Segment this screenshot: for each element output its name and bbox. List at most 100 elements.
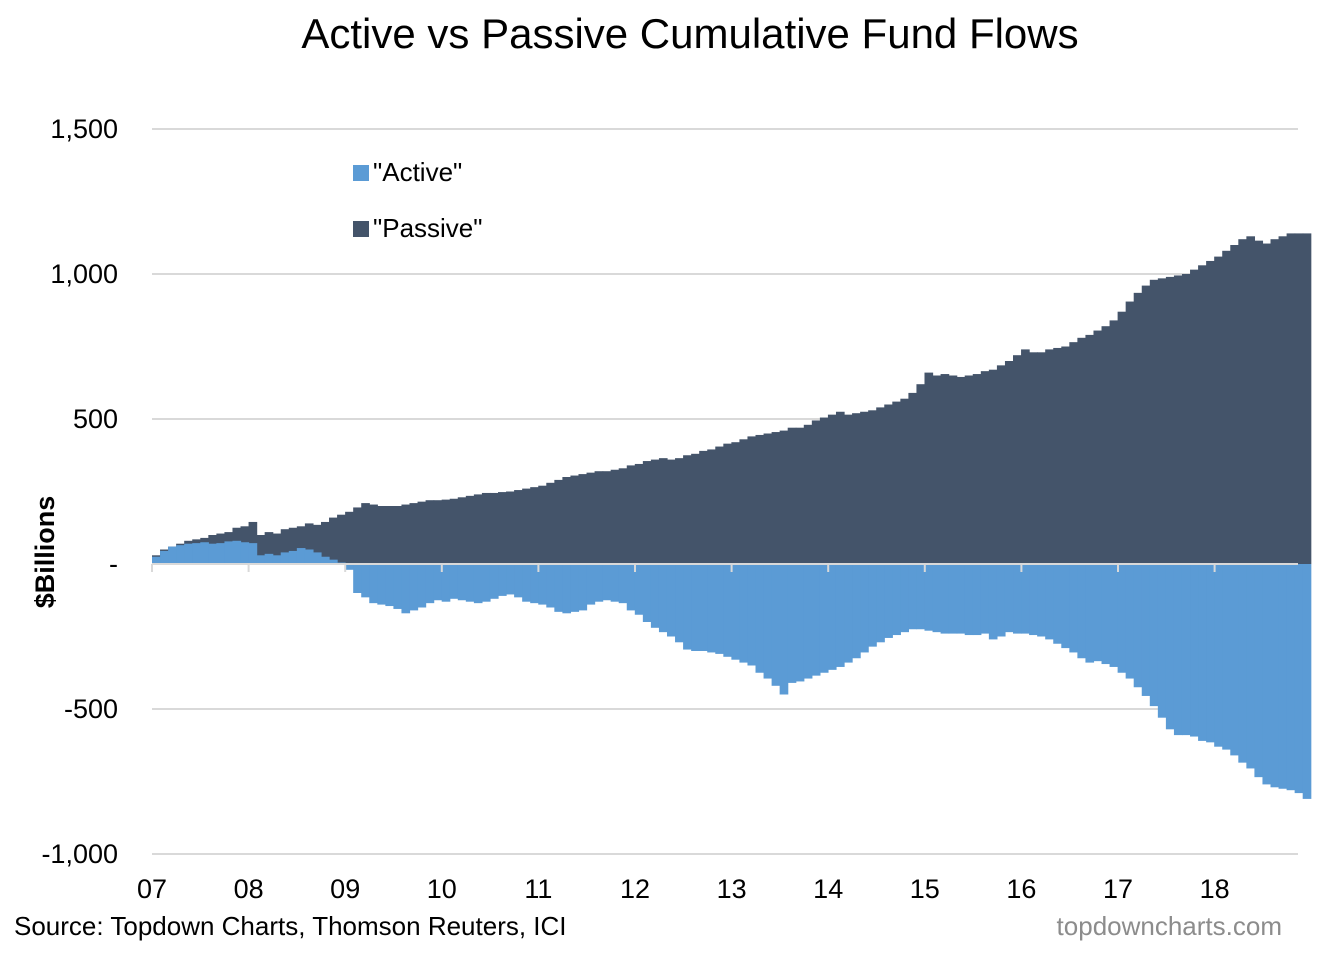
active-bar [1270,564,1280,788]
passive-bar [699,450,708,564]
active-bar [345,564,354,570]
active-bar [385,564,395,607]
legend-label-passive: "Passive" [373,213,483,243]
passive-bar [892,401,901,564]
active-bar [457,564,467,601]
active-bar [755,564,765,673]
passive-bar [707,449,716,564]
x-tick-label: 09 [330,874,360,904]
active-bar [578,564,588,611]
active-bar [731,564,741,660]
active-bar [956,564,966,634]
active-bar [739,564,749,663]
passive-bar [1246,236,1256,565]
active-bar [1262,564,1272,785]
active-bar [264,553,274,564]
x-tick-label: 18 [1200,874,1230,904]
active-bar [1198,564,1207,741]
active-bar [852,564,861,659]
passive-bar [1262,243,1272,565]
active-bar [1021,564,1030,634]
passive-bar [393,506,403,564]
active-bar [916,564,926,630]
active-bar [1165,564,1175,730]
passive-bar [763,433,773,564]
active-bar [691,564,700,651]
active-bar [152,556,161,564]
passive-bar [441,499,451,564]
passive-bar [731,442,741,564]
passive-bar [988,369,998,564]
passive-bar [610,469,620,564]
x-tick-label: 15 [910,874,940,904]
active-bar [304,549,314,564]
passive-bar [1133,292,1143,564]
active-bar [980,564,990,634]
passive-bar [312,524,322,564]
passive-bar [361,503,370,564]
passive-bar [650,459,660,564]
active-bar [240,542,250,564]
passive-bar [1077,337,1087,564]
passive-bar [787,427,797,564]
watermark: topdowncharts.com [1057,911,1282,941]
active-bar [1013,564,1022,634]
active-bar [634,564,644,615]
passive-bar [369,504,378,564]
active-bar [498,564,507,596]
active-bar [996,564,1006,637]
active-bar [819,564,829,673]
active-bar [554,564,563,612]
series-passive [152,233,1312,565]
passive-bar [1278,236,1288,565]
passive-bar [288,527,298,564]
active-bar [401,564,411,614]
active-bar [948,564,958,634]
passive-bar [433,500,443,564]
passive-bar [473,494,483,564]
passive-bar [1053,347,1062,564]
active-bar [594,564,604,602]
active-bar [361,564,370,598]
passive-bar [948,375,958,564]
passive-bar [1198,265,1207,564]
passive-bar [385,506,395,564]
passive-bar [803,424,813,564]
passive-bar [248,521,258,564]
passive-bar [1085,334,1095,564]
y-axis-label: $Billions [30,496,60,609]
passive-bar [329,517,338,564]
active-bar [272,555,282,564]
passive-bar [425,500,435,564]
active-bar [192,543,201,564]
active-bar [827,564,837,670]
passive-bar [417,501,427,564]
passive-bar [642,461,652,564]
active-bar [602,564,612,601]
passive-bar [1021,349,1030,564]
active-bar [988,564,998,640]
passive-bar [666,459,676,564]
active-bar [610,564,620,602]
active-bar [1125,564,1135,679]
passive-bar [996,365,1006,564]
passive-bar [530,487,539,564]
passive-bar [795,427,805,564]
passive-bar [506,491,515,564]
active-bar [1004,564,1014,633]
x-tick-label: 10 [427,874,457,904]
active-bar [200,542,209,564]
active-bar [699,564,708,651]
passive-bar [618,468,628,564]
active-bar [787,564,797,683]
series-active [152,540,1312,799]
passive-bar [1214,256,1223,564]
active-bar [835,564,845,667]
passive-bar [1029,352,1038,564]
active-bar [1238,564,1247,763]
active-bar [1206,564,1215,743]
passive-bar [320,521,330,564]
active-bar [795,564,805,682]
active-bar [1085,564,1095,663]
chart-title: Active vs Passive Cumulative Fund Flows [301,10,1078,57]
